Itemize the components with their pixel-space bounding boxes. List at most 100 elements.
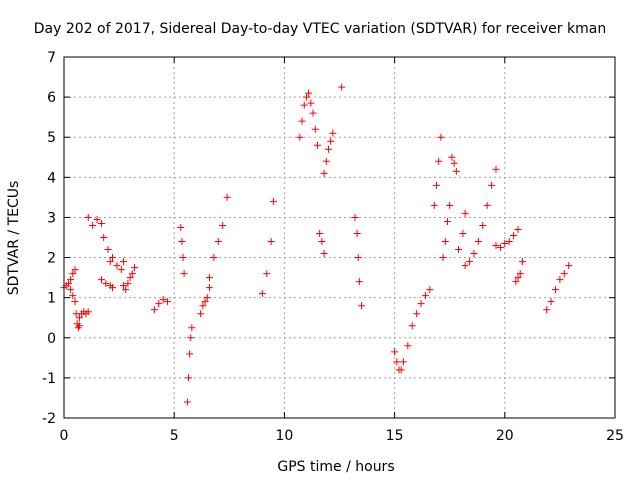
- data-point: [185, 374, 193, 382]
- series-seg-o: [316, 229, 328, 258]
- series-seg-m: [258, 197, 277, 298]
- data-point: [413, 310, 421, 318]
- data-points: [60, 83, 573, 406]
- data-point: [393, 358, 401, 366]
- data-point: [100, 234, 108, 241]
- series-seg-d: [84, 213, 114, 266]
- data-point: [397, 366, 405, 374]
- y-tick-label: 4: [47, 170, 56, 186]
- data-point: [155, 300, 163, 308]
- data-point: [492, 242, 500, 250]
- data-point: [214, 238, 222, 246]
- data-point: [120, 258, 128, 266]
- data-point: [131, 264, 139, 272]
- data-point: [496, 244, 504, 252]
- data-point: [391, 348, 399, 356]
- series-seg-w: [455, 209, 469, 254]
- data-point: [479, 221, 487, 229]
- data-point: [205, 274, 213, 282]
- data-point: [128, 270, 136, 278]
- data-point: [430, 201, 438, 209]
- data-point: [439, 254, 447, 262]
- series-seg-j: [183, 324, 196, 406]
- x-tick-label: 5: [170, 428, 179, 444]
- data-point: [358, 302, 366, 310]
- data-point: [551, 286, 559, 294]
- data-point: [126, 274, 134, 282]
- series-seg-z: [512, 258, 526, 286]
- data-point: [71, 266, 79, 274]
- series-seg-p: [320, 129, 337, 177]
- data-point: [446, 201, 454, 209]
- data-point: [183, 398, 191, 406]
- series-seg-b: [67, 286, 83, 332]
- data-point: [210, 254, 218, 262]
- y-tick-label: 2: [47, 251, 56, 267]
- data-point: [311, 125, 319, 133]
- data-point: [450, 159, 458, 167]
- series-seg-h: [150, 296, 172, 314]
- data-point: [351, 213, 359, 221]
- data-point: [543, 306, 551, 314]
- data-point: [399, 358, 407, 366]
- data-point: [108, 284, 116, 292]
- y-tick-label: -1: [42, 371, 56, 387]
- data-point: [67, 286, 75, 294]
- data-point: [514, 274, 522, 282]
- series-seg-s: [391, 286, 434, 374]
- data-point: [461, 262, 469, 270]
- data-point: [122, 286, 130, 294]
- data-point: [120, 282, 128, 290]
- data-point: [307, 99, 315, 107]
- data-point: [441, 238, 449, 246]
- data-point: [305, 89, 313, 97]
- data-point: [93, 215, 101, 223]
- data-point: [164, 298, 172, 306]
- data-point: [84, 308, 92, 316]
- data-point: [455, 246, 463, 254]
- data-point: [338, 83, 346, 91]
- series-seg-t: [430, 133, 445, 209]
- data-point: [560, 270, 568, 278]
- y-tick-label: 0: [47, 331, 56, 347]
- series-seg-g: [120, 264, 139, 294]
- data-point: [556, 276, 564, 284]
- data-point: [64, 280, 72, 288]
- data-point: [426, 286, 434, 294]
- x-tick-label: 10: [275, 428, 293, 444]
- x-tick-label: 20: [496, 428, 514, 444]
- data-point: [320, 250, 328, 258]
- data-point: [505, 238, 513, 246]
- series-seg-r: [338, 83, 346, 91]
- data-point: [67, 276, 75, 284]
- y-tick-label: 3: [47, 210, 56, 226]
- data-point: [205, 284, 213, 292]
- series-seg-v: [448, 153, 460, 175]
- data-point: [516, 270, 524, 278]
- data-point: [69, 292, 77, 300]
- series-seg-f: [108, 254, 128, 274]
- data-point: [488, 181, 496, 189]
- data-point: [437, 133, 445, 141]
- series-seg-u: [439, 201, 454, 262]
- y-tick-label: -2: [42, 411, 56, 427]
- data-point: [203, 294, 211, 302]
- data-point: [443, 217, 451, 225]
- data-point: [179, 254, 187, 262]
- data-point: [435, 157, 443, 165]
- series-seg-k: [197, 284, 213, 318]
- series-seg-y: [492, 225, 522, 252]
- data-point: [267, 238, 275, 246]
- series-seg-l: [205, 193, 231, 282]
- data-point: [483, 201, 491, 209]
- data-point: [432, 181, 440, 189]
- data-point: [514, 225, 522, 233]
- data-point: [269, 197, 277, 205]
- series-seg-i: [177, 223, 188, 278]
- data-point: [197, 310, 205, 318]
- data-point: [404, 342, 412, 350]
- data-point: [547, 298, 555, 306]
- y-tick-label: 5: [47, 130, 56, 146]
- data-point: [318, 238, 326, 246]
- y-tick-label: 7: [47, 50, 56, 66]
